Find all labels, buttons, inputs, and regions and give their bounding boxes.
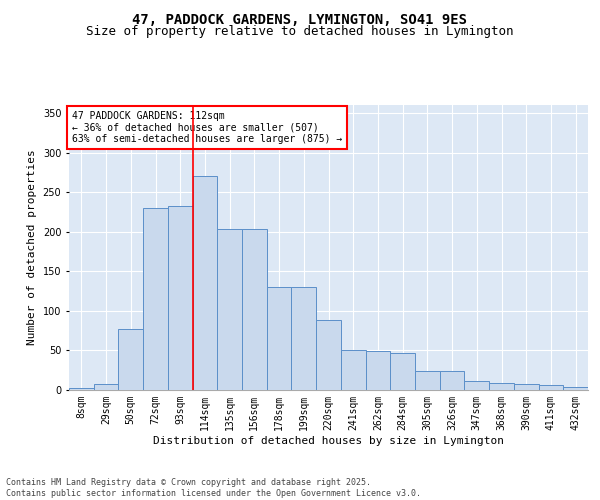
Bar	[242, 230, 267, 390]
Text: 47 PADDOCK GARDENS: 112sqm
← 36% of detached houses are smaller (507)
63% of sem: 47 PADDOCK GARDENS: 112sqm ← 36% of deta…	[71, 110, 342, 144]
Bar	[94, 384, 118, 390]
Bar	[118, 329, 143, 390]
Bar	[168, 206, 193, 390]
Bar	[341, 350, 365, 390]
Bar	[415, 371, 440, 390]
Text: Size of property relative to detached houses in Lymington: Size of property relative to detached ho…	[86, 25, 514, 38]
Bar	[292, 287, 316, 390]
Text: 47, PADDOCK GARDENS, LYMINGTON, SO41 9ES: 47, PADDOCK GARDENS, LYMINGTON, SO41 9ES	[133, 12, 467, 26]
Bar	[514, 384, 539, 390]
Bar	[539, 385, 563, 390]
Bar	[563, 387, 588, 390]
Bar	[143, 208, 168, 390]
Bar	[489, 383, 514, 390]
Y-axis label: Number of detached properties: Number of detached properties	[27, 150, 37, 346]
Bar	[316, 320, 341, 390]
Bar	[440, 371, 464, 390]
Bar	[365, 351, 390, 390]
Bar	[69, 388, 94, 390]
X-axis label: Distribution of detached houses by size in Lymington: Distribution of detached houses by size …	[153, 436, 504, 446]
Bar	[464, 382, 489, 390]
Text: Contains HM Land Registry data © Crown copyright and database right 2025.
Contai: Contains HM Land Registry data © Crown c…	[6, 478, 421, 498]
Bar	[390, 353, 415, 390]
Bar	[267, 287, 292, 390]
Bar	[193, 176, 217, 390]
Bar	[217, 230, 242, 390]
